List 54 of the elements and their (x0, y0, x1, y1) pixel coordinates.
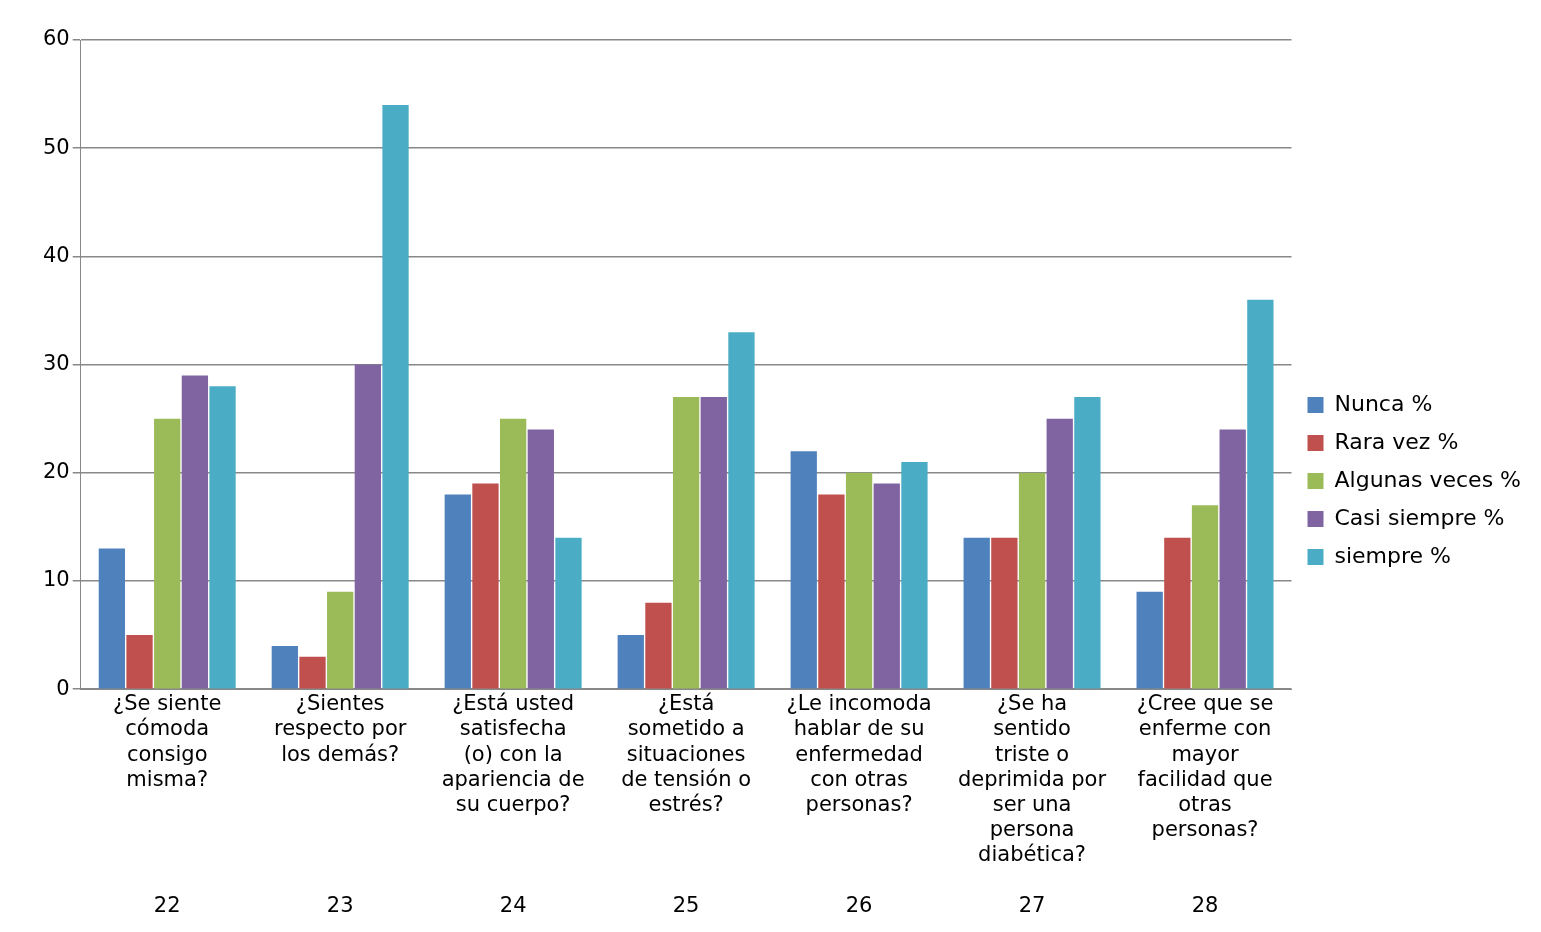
category-label: ¿Está sometido a situaciones de tensión o estrés? 25 (621, 691, 752, 917)
bar (98, 548, 125, 689)
bar (271, 645, 298, 689)
bar (444, 494, 471, 689)
bar (1046, 418, 1073, 689)
y-tick-label: 20 (42, 459, 70, 484)
bar (527, 429, 554, 689)
legend-label: Rara vez % (1334, 428, 1459, 454)
bar (818, 494, 845, 689)
bar (500, 418, 527, 689)
legend-label: Casi siempre % (1334, 504, 1505, 530)
bar (700, 397, 727, 689)
bar (181, 375, 209, 689)
y-tick-label: 60 (42, 26, 70, 51)
y-tick-label: 10 (42, 567, 70, 592)
bar (299, 656, 326, 689)
bar (154, 418, 181, 689)
bar (382, 104, 409, 689)
bar (209, 386, 236, 689)
y-tick-label: 30 (42, 351, 70, 376)
legend-label: Nunca % (1334, 390, 1433, 416)
bar (126, 635, 153, 689)
bar (645, 602, 672, 689)
bar (1164, 537, 1191, 689)
bar (845, 472, 873, 689)
bar (327, 591, 354, 689)
bar (1136, 591, 1163, 689)
bar (354, 364, 381, 689)
category-label: ¿Cree que se enferme con mayor facilidad que otras personas? 28 (1136, 691, 1274, 917)
bar (728, 332, 755, 689)
bar (555, 537, 582, 689)
bar (790, 451, 817, 689)
bar (901, 461, 928, 689)
category-label: ¿Se ha sentido triste o deprimida por ser una persona diabética? 27 (958, 691, 1107, 917)
y-tick-label: 50 (42, 134, 70, 159)
y-tick-label: 40 (42, 242, 70, 267)
legend-label: siempre % (1334, 542, 1451, 568)
bar (1018, 472, 1046, 689)
category-label: ¿Está usted satisfecha (o) con la apariencia de su cuerpo? 24 (441, 691, 585, 917)
y-tick-label: 0 (56, 675, 70, 700)
bar (1247, 299, 1274, 689)
bar (991, 537, 1018, 689)
category-label: ¿Sientes respecto por los demás? 23 (273, 691, 407, 917)
bar (617, 635, 644, 689)
bar (1191, 505, 1219, 689)
bar (672, 397, 700, 689)
legend-label: Algunas veces % (1334, 466, 1521, 492)
category-label: ¿Se siente cómoda consigo misma? 22 (113, 691, 222, 917)
bar (472, 483, 499, 689)
bar (1074, 397, 1101, 689)
bar (963, 537, 990, 689)
bar (873, 483, 900, 689)
category-label: ¿Le incomoda hablar de su enfermedad con otras personas? 26 (786, 691, 932, 917)
bar (1219, 429, 1246, 689)
